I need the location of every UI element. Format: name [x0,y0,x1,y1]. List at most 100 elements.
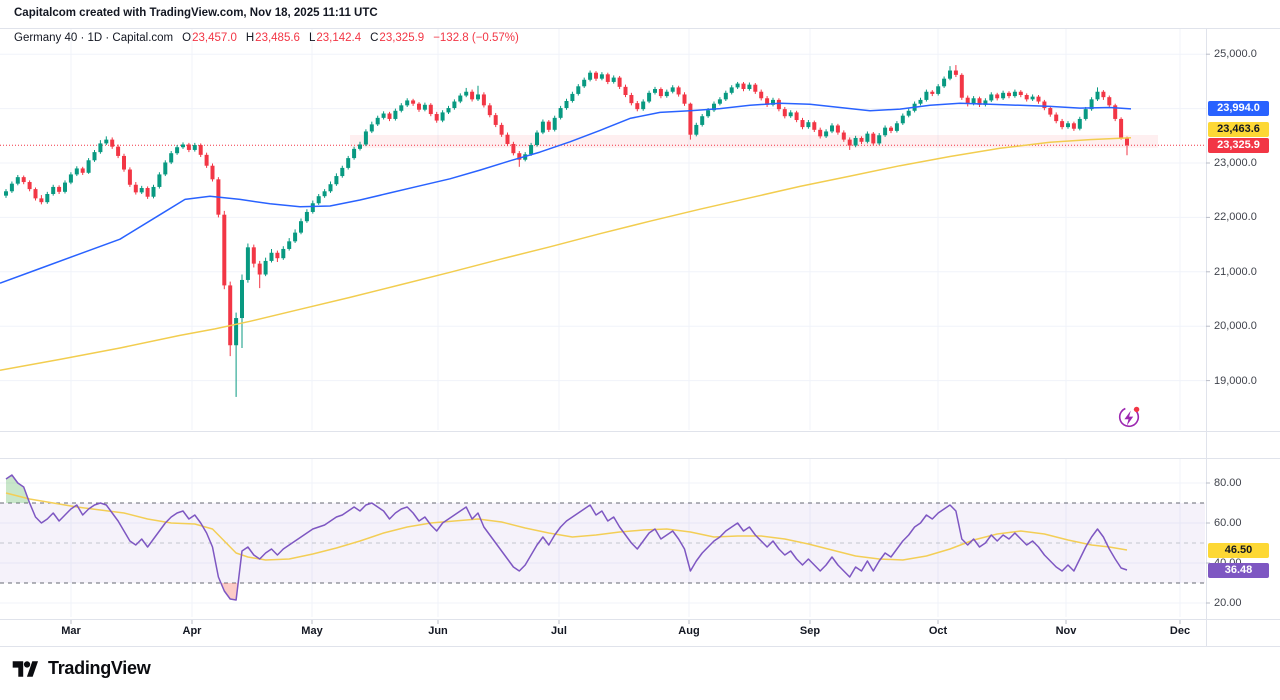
candle-body [145,188,150,197]
candle-body [287,241,292,249]
candle-body [281,248,286,259]
month-label: May [301,625,323,637]
candle-body [647,92,652,102]
candle-body [92,152,97,161]
candle-body [670,87,675,92]
candle-body [310,203,315,212]
axis-tick-label: 22,000.0 [1214,211,1257,224]
candle-body [641,101,646,110]
change-value: −132.8 (−0.57%) [433,32,519,44]
candle-body [434,114,439,121]
tradingview-logo-text: TradingView [48,658,151,678]
candle-body [440,112,445,121]
candle-body [393,110,398,119]
candle-body [293,232,298,242]
support-zone [350,134,1158,148]
candle-body [1107,97,1112,106]
candle-body [1048,108,1053,115]
candle-body [86,160,91,173]
candle-body [800,120,805,128]
candle-body [57,186,62,192]
candle-body [700,116,705,125]
candle-body [971,98,976,104]
candle-body [163,162,168,175]
candle-body [169,153,174,163]
candle-body [924,91,929,100]
candle-body [1071,123,1076,129]
rsi-line [5,474,1128,601]
candle-body [245,247,250,280]
flash-boost-icon[interactable] [1112,400,1146,434]
candle-body [1101,91,1106,98]
candle-body [405,100,410,106]
candle-body [877,135,882,144]
candle-body [594,72,598,79]
candle-body [995,94,1000,99]
candle-body [582,79,587,87]
month-label: Nov [1055,625,1077,637]
candle-body [847,139,852,146]
candle-body [552,117,557,130]
candle-body [540,121,545,133]
candle-body [340,167,345,177]
candle-body [918,99,923,104]
tradingview-logo[interactable]: TradingView [12,658,151,679]
candle-body [499,124,504,135]
candle-body [1042,101,1047,109]
candle-body [1054,114,1059,122]
candle-body [68,174,73,183]
candle-body [989,94,994,101]
candle-body [257,263,262,275]
candle-body [629,95,634,104]
candle-body [853,137,858,146]
candle-body [234,318,239,346]
candle-body [346,158,351,168]
candle-body [464,91,469,96]
candle-body [1060,121,1065,128]
candle-body [948,70,952,79]
candle-body [865,133,870,142]
candle-body [4,191,8,196]
candle-body [653,89,657,93]
candle-body [664,91,669,97]
grid [0,29,1206,617]
month-label: Oct [928,625,948,637]
candle-body [605,74,610,82]
axis-tick-label: 60.00 [1214,517,1242,529]
candle-body [611,77,616,82]
candle-body [80,168,85,173]
candle-body [1007,92,1011,97]
ohlc-readout: O 23,457.0 H 23,485.6 L 23,142.4 C 23,325.9 [182,32,424,44]
axis-tick-label: 23,000.0 [1214,157,1257,169]
month-label: Aug [678,625,700,637]
watermark-text: Capitalcom created with TradingView.com,… [14,7,378,19]
candle-body [936,86,941,94]
candle-body [617,77,622,87]
candle-body [871,133,876,144]
candle-body [210,165,215,180]
candle-body [588,72,593,80]
candle-body [824,131,829,137]
candle-body [269,252,274,261]
candle-body [676,87,681,95]
candle-body [198,145,203,155]
month-label: Sep [799,625,821,637]
candle-body [723,92,728,100]
candle-body [322,191,327,197]
candle-body [304,211,309,222]
candle-body [959,74,964,98]
candle-body [369,124,374,132]
candle-body [883,127,888,136]
candle-body [835,125,840,133]
candle-body [63,182,67,192]
candle-body [794,112,799,121]
candle-body [222,214,227,286]
candle-body [529,145,534,155]
candle-body [45,194,50,203]
candle-body [275,252,280,259]
candle-body [399,105,404,111]
candle-body [1089,99,1094,110]
candle-body [299,221,303,233]
